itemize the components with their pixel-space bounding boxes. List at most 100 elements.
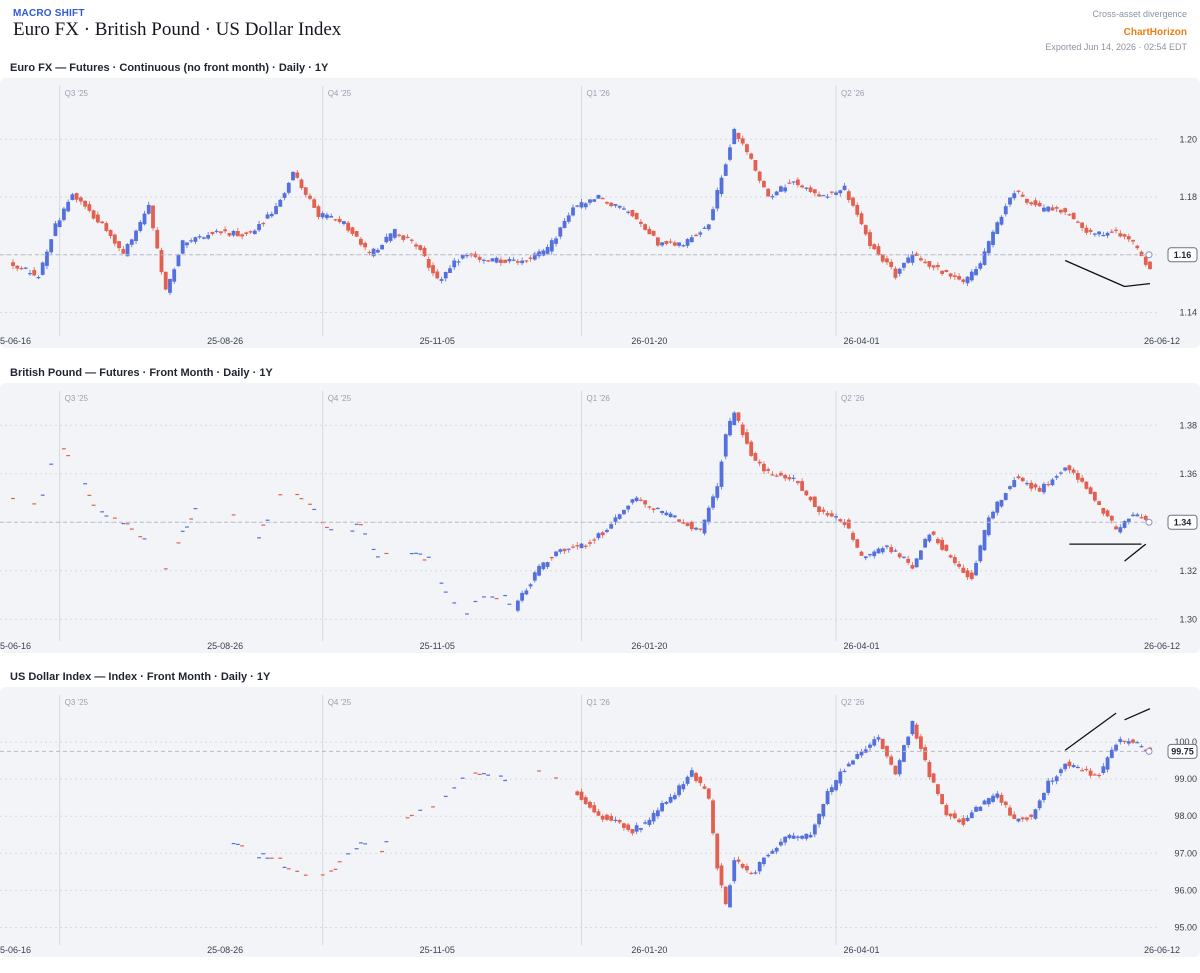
candle-body: [1008, 807, 1012, 816]
candle-body: [668, 796, 673, 803]
report-subtitle: Cross-asset divergence: [1092, 9, 1187, 19]
quarter-label: Q3 '25: [65, 394, 89, 403]
candle-body: [83, 483, 88, 485]
candle-body: [876, 246, 881, 256]
x-tick-label: 25-11-05: [420, 641, 455, 651]
candle-body: [112, 517, 117, 519]
candle-body: [1042, 793, 1046, 801]
candle-body: [728, 147, 732, 160]
candle-body: [732, 412, 737, 426]
brand-logo[interactable]: ChartHorizon: [1123, 27, 1187, 38]
candle-body: [592, 199, 597, 202]
candle-body: [817, 194, 821, 197]
candle-body: [541, 250, 546, 256]
candle-body: [723, 434, 728, 457]
x-tick-label: 26-01-20: [631, 945, 667, 955]
candle-body: [74, 193, 79, 200]
candle-body: [630, 210, 635, 217]
candle-body: [991, 231, 995, 246]
candle-body: [325, 214, 329, 219]
candle-body: [617, 205, 622, 208]
candle-body: [872, 244, 877, 250]
candle-body: [651, 230, 656, 236]
candle-body: [868, 744, 872, 748]
candle-body: [1109, 515, 1114, 521]
candle-body: [452, 787, 457, 789]
candle-body: [923, 747, 928, 761]
candle-body: [919, 258, 923, 261]
candle-body: [778, 472, 783, 476]
candle-body: [1025, 817, 1029, 820]
candle-body: [549, 240, 554, 252]
candle-body: [995, 793, 1000, 798]
candle-body: [838, 771, 843, 784]
candle-body: [944, 269, 949, 273]
candle-body: [910, 720, 915, 735]
candle-body: [660, 510, 665, 514]
candle-body: [876, 737, 881, 740]
candle-body: [537, 770, 541, 772]
candle-body: [974, 269, 978, 276]
candle-body: [817, 813, 821, 825]
candle-body: [668, 513, 673, 518]
candle-body: [855, 754, 860, 759]
candle-body: [422, 247, 427, 257]
candle-body: [715, 190, 720, 209]
candle-body: [846, 763, 851, 767]
candle-body: [991, 511, 995, 519]
candle-body: [885, 745, 889, 757]
candle-body: [935, 538, 940, 544]
candle-body: [397, 234, 401, 236]
candle-body: [774, 191, 779, 196]
candle-body: [613, 204, 618, 206]
candle-body: [566, 548, 571, 550]
candle-body: [1101, 234, 1106, 237]
candle-body: [600, 532, 605, 536]
candle-body: [961, 818, 966, 825]
candle-body: [185, 242, 189, 246]
candle-body: [664, 801, 669, 804]
candle-body: [1080, 222, 1085, 228]
candle-body: [889, 261, 894, 268]
candle-body: [367, 251, 372, 254]
x-tick-label: 25-08-26: [207, 641, 243, 651]
candle-body: [515, 261, 520, 263]
candle-body: [257, 857, 261, 859]
candle-body: [1016, 818, 1021, 822]
candle-body: [715, 486, 720, 498]
x-tick-label: 26-06-12: [1144, 945, 1180, 955]
candle-body: [808, 834, 813, 838]
candle-body: [766, 188, 771, 197]
candle-body: [180, 240, 185, 254]
candle-body: [800, 185, 805, 188]
candle-body: [1084, 768, 1089, 771]
candle-body: [1020, 817, 1025, 820]
candle-body: [702, 227, 707, 229]
candle-body: [643, 500, 648, 505]
candle-body: [235, 843, 240, 846]
candle-body: [49, 463, 54, 465]
candle-body: [677, 519, 681, 522]
chart-british-pound[interactable]: 1.30 1.32 1.34 1.36 1.38 Q3 '25 Q4 '25 Q1 '26 Q2…: [0, 383, 1200, 653]
candle-body: [202, 237, 206, 239]
candle-body: [1109, 749, 1114, 758]
candle-body: [265, 519, 270, 521]
candle-body: [1050, 207, 1055, 211]
candle-body: [991, 795, 995, 802]
x-tick-label: 26-01-20: [631, 641, 667, 651]
candle-body: [897, 268, 902, 274]
candle-body: [821, 804, 826, 817]
candle-body: [155, 229, 160, 249]
candle-body: [482, 773, 486, 775]
chart-us-dollar-index[interactable]: 95.00 96.00 97.00 98.00 99.00 100.0 Q3 '25 Q4 '…: [0, 687, 1200, 957]
candle-body: [371, 548, 376, 551]
candle-body: [702, 786, 707, 789]
candle-body: [112, 234, 117, 244]
candle-body: [940, 794, 945, 805]
chart-euro-fx[interactable]: 1.14 1.16 1.18 1.20 Q3 '25 Q4 '25 Q1 '26 Q2 '26…: [0, 78, 1200, 348]
candle-body: [672, 515, 677, 518]
candle-body: [812, 496, 817, 508]
candle-body: [965, 570, 970, 578]
x-tick-label: 26-06-12: [1144, 641, 1180, 651]
y-tick-label: 1.30: [1179, 614, 1197, 624]
